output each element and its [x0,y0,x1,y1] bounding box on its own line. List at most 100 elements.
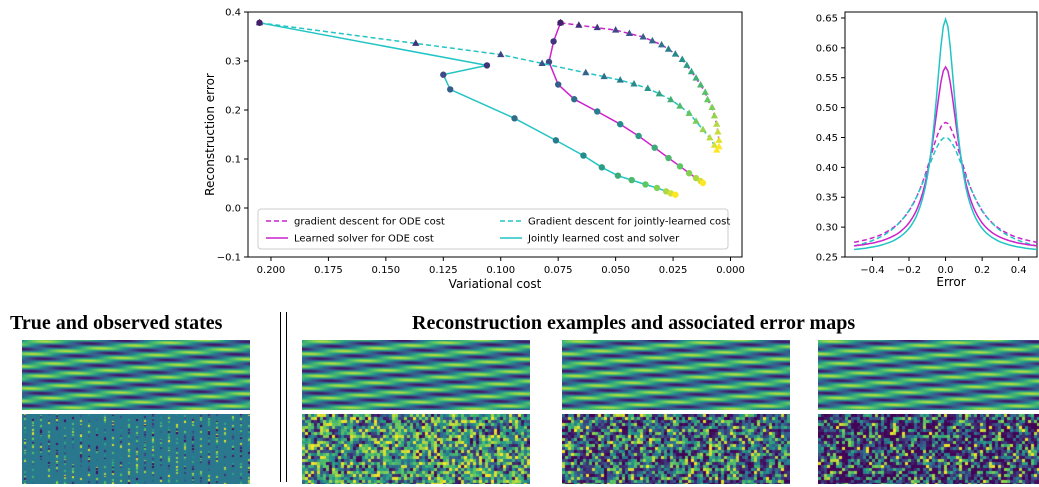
data-point [701,88,709,95]
data-point [617,121,624,128]
data-point [665,154,672,162]
error-map-3 [818,414,1039,484]
panel-separator [280,312,281,482]
data-point [687,67,696,75]
data-point [672,191,679,198]
x-tick-label: 0.025 [659,265,688,276]
data-point [616,76,624,83]
data-point [554,81,562,88]
data-point [256,19,263,26]
data-point [655,89,663,97]
data-point [612,26,620,33]
y-tick-label: 0.0 [225,204,241,215]
x-axis-label: Variational cost [449,277,542,291]
data-point [699,179,707,187]
data-point [557,19,564,26]
data-point [446,86,454,93]
data-point [440,71,447,78]
x-tick-label: 0.100 [486,265,515,276]
data-point [653,184,661,192]
reconstruction-map-2 [562,340,790,410]
legend-label: gradient descent for ODE cost [294,217,445,228]
series-3 [256,19,679,198]
data-point [648,36,656,44]
series-line [259,22,676,196]
legend-label: Gradient descent for jointly-learned cos… [528,217,730,228]
plot-frame [247,11,743,258]
series-2 [255,18,721,153]
legend-label: Learned solver for ODE cost [294,234,434,245]
data-point [708,103,716,111]
data-point [582,68,590,76]
data-point [594,108,601,115]
reconstruction-map-3 [818,340,1039,410]
data-point [710,141,719,148]
y-tick-label: 0.2 [225,106,241,117]
x-tick-label: 0.175 [314,265,343,276]
data-point [699,125,707,133]
x-tick-label: 0.200 [257,265,286,276]
data-point [706,133,714,141]
y-tick-label: −0.1 [217,253,241,264]
data-point [676,163,684,170]
observed-state-map [22,414,250,484]
data-point [642,181,649,188]
left-panel-title: True and observed states [10,312,223,334]
data-point [692,174,700,182]
y-tick-label: 0.4 [225,8,241,19]
data-point [676,102,684,109]
data-point [692,74,700,81]
panel-separator-2 [286,312,287,482]
data-point [685,109,693,116]
data-point [614,172,622,179]
data-point [657,40,666,48]
data-point [628,176,635,184]
y-axis-label: Reconstruction error [203,73,217,196]
data-point [635,132,642,140]
data-point [683,61,691,68]
error-map-2 [562,414,790,484]
series-1 [545,19,707,187]
data-point [671,50,679,57]
data-point [545,58,553,66]
data-point [703,95,712,103]
x-tick-label: 0.150 [372,265,401,276]
y-tick-label: 0.3 [225,57,241,68]
data-point [710,111,719,119]
series-line [560,22,720,147]
data-point [571,96,578,103]
data-point [575,21,583,28]
series-0 [556,18,723,150]
data-point [678,55,686,63]
data-point [630,80,638,87]
data-point [625,29,634,37]
x-tick-label: 0.000 [716,265,745,276]
reconstruction-map-1 [302,340,530,410]
data-point [639,32,647,40]
error-map-1 [302,414,530,484]
data-point [538,59,546,66]
data-point [651,144,658,151]
data-point [598,164,606,171]
data-point [697,81,705,88]
data-point [550,38,557,45]
data-point [644,84,652,91]
data-point [713,146,721,153]
right-panel-title: Reconstruction examples and associated e… [412,312,856,334]
data-point [715,136,723,143]
data-point [497,50,505,58]
legend-box [257,208,729,250]
data-point [412,39,420,46]
true-state-map [22,340,250,410]
legend-label: Jointly learned cost and solver [527,234,680,245]
data-point [552,137,560,144]
data-point [580,152,587,159]
data-point [685,170,693,177]
data-point [593,23,601,31]
data-point [511,115,518,122]
data-point [667,95,675,103]
y-tick-label: 0.1 [225,155,241,166]
x-tick-label: 0.075 [544,265,573,276]
data-point [664,45,673,52]
